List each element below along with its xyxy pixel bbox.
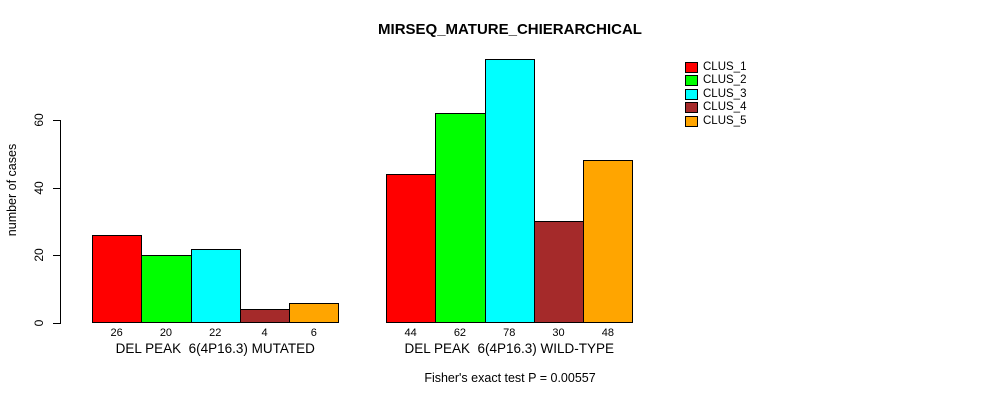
- bar-clus_3-group1: [190, 248, 241, 323]
- legend-swatch-clus_5: [685, 115, 698, 127]
- bar-value-label: 20: [159, 327, 173, 339]
- bar-value-label: 6: [310, 327, 317, 339]
- legend-swatch-clus_1: [685, 62, 698, 73]
- bar-clus_2-group2: [435, 113, 486, 323]
- bar-clus_1-group2: [386, 174, 437, 323]
- legend-label-clus_5: CLUS_5: [703, 114, 747, 127]
- bar-clus_5-group2: [583, 160, 634, 323]
- bar-value-label: 4: [261, 327, 268, 339]
- bar-value-label: 26: [110, 327, 123, 339]
- bar-clus_5-group1: [289, 302, 340, 323]
- bar-clus_1-group1: [92, 234, 143, 323]
- bar-value-label: 78: [503, 327, 516, 339]
- group-label: DEL PEAK 6(4P16.3) WILD-TYPE: [404, 341, 615, 356]
- y-axis-label: number of cases: [5, 143, 19, 237]
- chart-title: MIRSEQ_MATURE_CHIERARCHICAL: [378, 21, 642, 38]
- bar-value-label: 30: [552, 327, 565, 339]
- y-tick-mark: [53, 323, 60, 324]
- y-tick-label: 20: [32, 248, 46, 262]
- legend-label-clus_3: CLUS_3: [703, 87, 747, 100]
- bar-value-label: 22: [209, 327, 222, 339]
- y-tick-mark: [53, 255, 60, 257]
- y-tick-mark: [53, 119, 60, 121]
- fisher-test-annotation: Fisher's exact test P = 0.00557: [424, 371, 596, 385]
- legend-swatch-clus_4: [685, 102, 698, 114]
- legend-label-clus_1: CLUS_1: [703, 61, 747, 73]
- legend-swatch-clus_3: [685, 88, 698, 100]
- bar-clus_2-group1: [141, 255, 192, 323]
- bar-value-label: 48: [601, 327, 614, 339]
- bar-clus_3-group2: [484, 58, 535, 323]
- y-tick-label: 40: [32, 180, 46, 195]
- y-tick-label: 60: [32, 113, 46, 127]
- y-tick-mark: [53, 187, 60, 189]
- legend-swatch-clus_2: [685, 75, 698, 87]
- legend-label-clus_2: CLUS_2: [703, 74, 747, 87]
- bar-clus_4-group1: [239, 309, 291, 323]
- legend-label-clus_4: CLUS_4: [703, 101, 747, 114]
- bar-value-label: 62: [453, 327, 467, 339]
- bar-value-label: 44: [404, 327, 417, 339]
- group-label: DEL PEAK 6(4P16.3) MUTATED: [115, 341, 315, 356]
- y-tick-label: 0: [32, 319, 46, 327]
- bar-clus_4-group2: [533, 221, 585, 323]
- y-axis-line: [60, 119, 61, 324]
